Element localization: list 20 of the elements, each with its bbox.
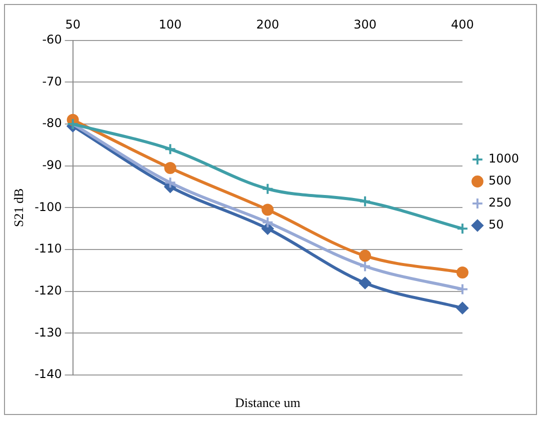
- x-tick-label: 400: [451, 17, 474, 32]
- x-tick-label: 200: [256, 17, 280, 32]
- y-tick-label: -100: [34, 200, 62, 214]
- x-tick-label: 100: [158, 17, 182, 32]
- y-tick-label: -60: [42, 32, 62, 47]
- legend-label: 50: [488, 218, 504, 232]
- y-tick-label: -110: [34, 242, 62, 256]
- y-tick-label: -120: [34, 283, 62, 298]
- legend-label: 1000: [488, 152, 520, 166]
- legend-label: 500: [488, 174, 512, 188]
- y-tick-label: -70: [42, 74, 62, 88]
- x-axis-title: Distance um: [234, 395, 300, 410]
- y-axis-title: S21 dB: [11, 188, 26, 228]
- y-tick-label: -130: [34, 325, 62, 340]
- legend-label: 250: [488, 196, 512, 210]
- x-tick-label: 300: [354, 17, 377, 32]
- y-tick-label: -140: [34, 367, 62, 382]
- x-tick-label: 50: [65, 17, 80, 32]
- y-tick-label: -90: [42, 158, 62, 172]
- y-tick-label: -80: [42, 116, 62, 130]
